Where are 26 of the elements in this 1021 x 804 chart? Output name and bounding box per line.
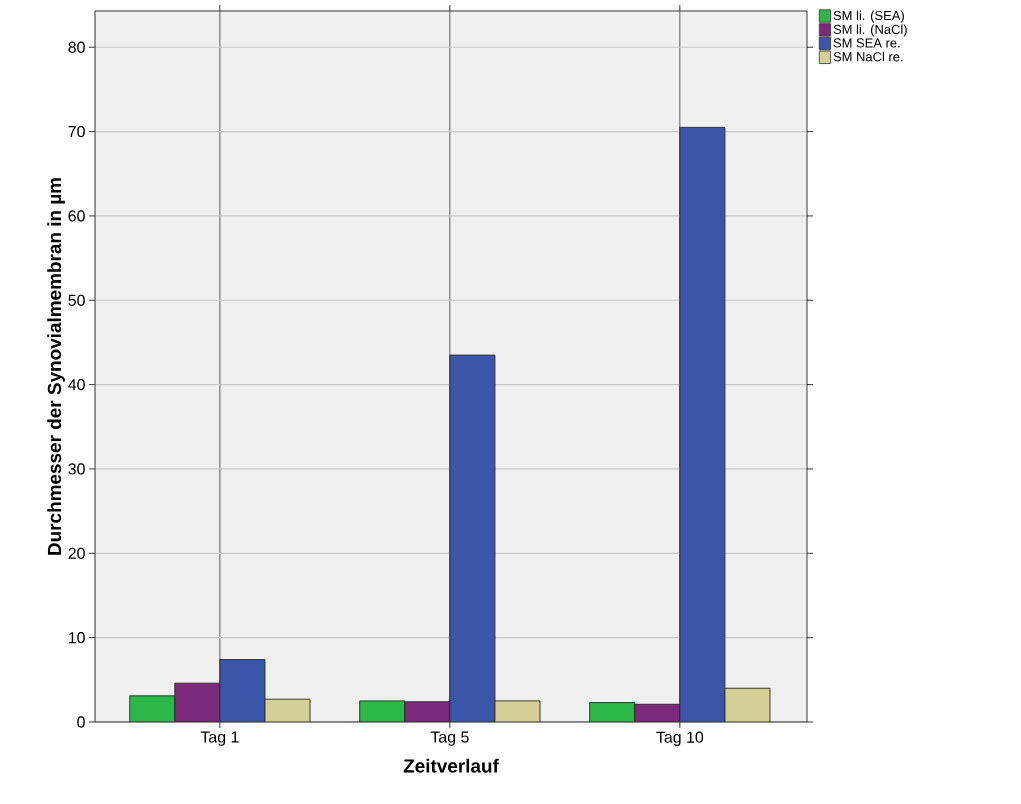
bar: [679, 126, 726, 722]
x-tick-label: Tag 5: [430, 731, 469, 746]
y-tick-label: 70: [68, 125, 85, 138]
x-axis-title: Zeitverlauf: [403, 758, 499, 773]
bar: [174, 683, 220, 722]
x-tick-label: Tag 1: [200, 731, 239, 746]
y-tick-label: 40: [68, 378, 85, 391]
legend-label: SM SEA re.: [833, 38, 900, 48]
y-tick-label: 50: [68, 294, 85, 306]
y-tick-label: 10: [68, 632, 85, 644]
bar: [404, 701, 451, 722]
bar: [219, 659, 265, 722]
y-tick-label: 30: [68, 463, 85, 475]
y-tick-label: 20: [68, 547, 85, 559]
y-axis-title: Durchmesser der Synovialmembran in µm: [47, 178, 65, 555]
bar: [449, 354, 496, 722]
legend-label: SM li. (NaCl): [833, 24, 907, 37]
bar: [589, 702, 636, 722]
legend-label: SM li. (SEA): [833, 10, 904, 23]
bar: [129, 695, 175, 722]
y-tick-label: 80: [68, 41, 85, 53]
x-tick-label: Tag 10: [656, 731, 704, 746]
legend-label: SM NaCl re.: [833, 51, 903, 62]
y-tick-label: 0: [77, 716, 85, 728]
bar: [724, 687, 771, 722]
y-tick-label: 60: [68, 210, 85, 222]
